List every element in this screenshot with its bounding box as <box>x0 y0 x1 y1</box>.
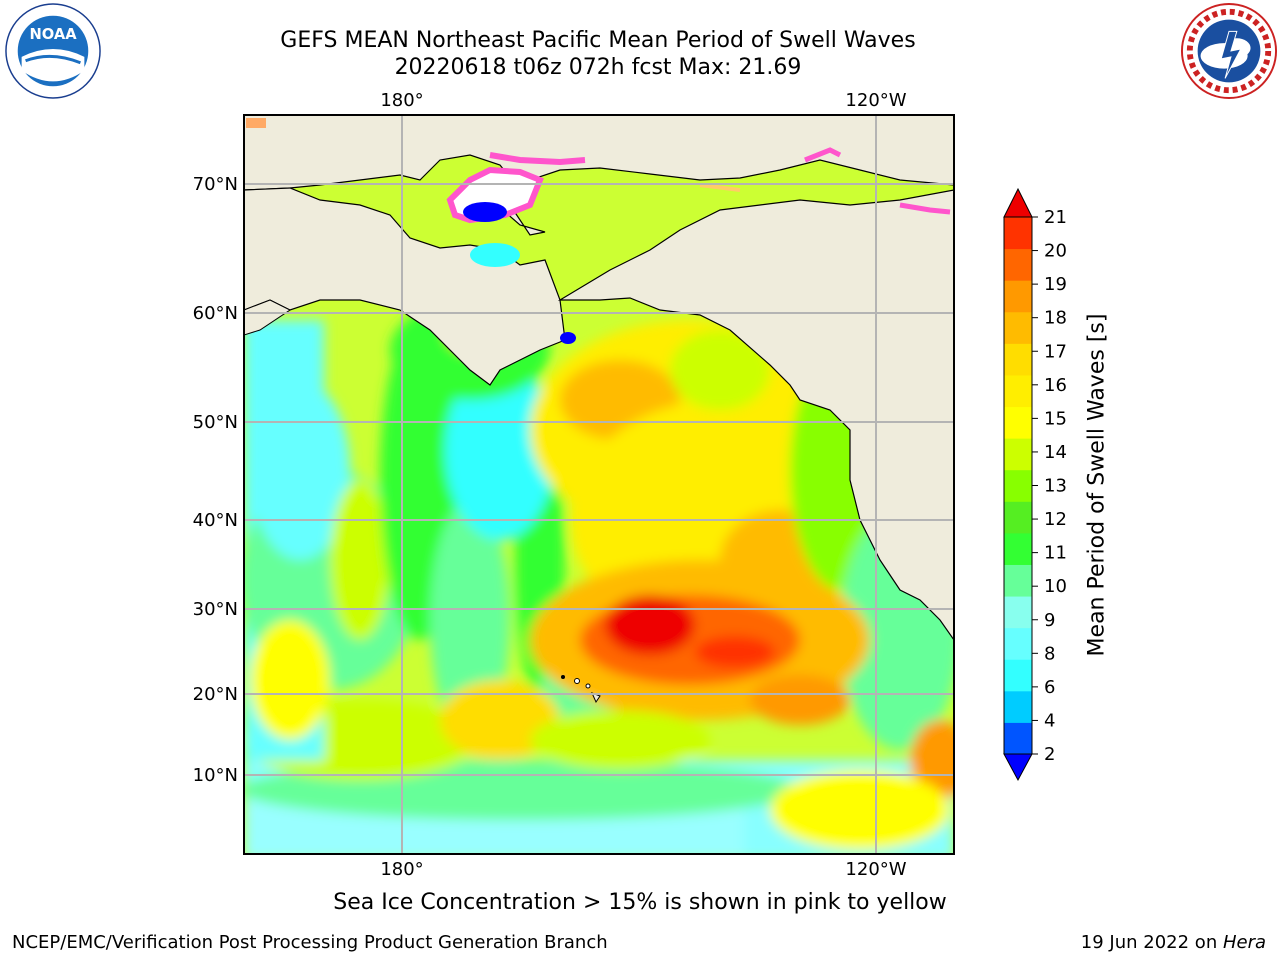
footer-host: Hera <box>1222 932 1266 953</box>
lon-label-bottom-180: 180° <box>380 859 423 880</box>
colorbar-tick-label: 15 <box>1044 408 1067 429</box>
colorbar-segment <box>1004 596 1032 629</box>
land-masses <box>244 115 954 642</box>
colorbar-segment <box>1004 469 1032 502</box>
colorbar-tick-label: 17 <box>1044 341 1067 362</box>
colorbar-tick-label: 21 <box>1044 207 1067 228</box>
noaa-logo-text: NOAA <box>29 26 77 43</box>
colorbar-segment <box>1004 311 1032 344</box>
lat-label-20n: 20°N <box>193 684 238 705</box>
graticule <box>244 115 954 854</box>
colorbar-segment <box>1004 627 1032 660</box>
colorbar-segment <box>1004 217 1032 250</box>
chart-subtitle: 20220618 t06z 072h fcst Max: 21.69 <box>394 55 802 80</box>
lon-label-bottom-120w: 120°W <box>845 859 906 880</box>
chart-title: GEFS MEAN Northeast Pacific Mean Period … <box>280 28 916 53</box>
sea-ice <box>246 118 951 344</box>
colorbar-tick-label: 12 <box>1044 509 1067 530</box>
colorbar-tick-label: 2 <box>1044 744 1055 765</box>
lat-label-60n: 60°N <box>193 303 238 324</box>
lon-label-top-180: 180° <box>380 90 423 111</box>
colorbar-segment <box>1004 690 1032 723</box>
lat-label-30n: 30°N <box>193 599 238 620</box>
map-area <box>244 115 954 854</box>
colorbar-tick-label: 13 <box>1044 476 1067 497</box>
colorbar-tick-label: 10 <box>1044 576 1067 597</box>
footer-date-text: 19 Jun 2022 on <box>1080 932 1223 953</box>
map-frame <box>243 114 955 855</box>
colorbar-segment <box>1004 722 1032 755</box>
colorbar-segment <box>1004 374 1032 408</box>
colorbar-segment <box>1004 564 1032 597</box>
colorbar-tick-label: 9 <box>1044 610 1055 631</box>
lon-label-top-120w: 120°W <box>845 90 906 111</box>
noaa-logo: NOAA <box>5 3 101 99</box>
colorbar-tick-label: 18 <box>1044 308 1067 329</box>
lat-label-70n: 70°N <box>193 174 238 195</box>
colorbar-arrow-min <box>1003 753 1033 782</box>
colorbar-label: Mean Period of Swell Waves [s] <box>1084 313 1110 657</box>
colorbar-segment <box>1004 343 1032 376</box>
nws-logo <box>1180 2 1278 100</box>
lat-label-10n: 10°N <box>193 765 238 786</box>
footer-date: 19 Jun 2022 on Hera <box>1081 932 1266 953</box>
colorbar: 21 20 19 18 17 16 15 14 13 12 11 10 9 8 6 4 2 <box>1003 187 1067 782</box>
colorbar-segment <box>1004 501 1032 534</box>
colorbar-tick-label: 8 <box>1044 643 1055 664</box>
colorbar-segment <box>1004 248 1032 281</box>
colorbar-tick-label: 14 <box>1044 442 1067 463</box>
colorbar-segment <box>1004 659 1032 692</box>
lat-label-40n: 40°N <box>193 510 238 531</box>
sea-ice-note: Sea Ice Concentration > 15% is shown in … <box>333 890 947 915</box>
colorbar-tick-label: 16 <box>1044 375 1067 396</box>
colorbar-segment <box>1004 280 1032 313</box>
colorbar-segment <box>1004 438 1032 471</box>
colorbar-tick-label: 19 <box>1044 274 1067 295</box>
colorbar-arrow-max <box>1003 187 1033 218</box>
colorbar-tick-label: 20 <box>1044 241 1067 262</box>
swell-period-field <box>244 300 954 854</box>
colorbar-tick-label: 4 <box>1044 710 1055 731</box>
lat-label-50n: 50°N <box>193 412 238 433</box>
colorbar-tick-label: 11 <box>1044 543 1067 564</box>
colorbar-segment <box>1004 406 1032 439</box>
colorbar-tick-label: 6 <box>1044 677 1055 698</box>
footer-credit: NCEP/EMC/Verification Post Processing Pr… <box>12 932 608 953</box>
colorbar-segment <box>1004 532 1032 565</box>
